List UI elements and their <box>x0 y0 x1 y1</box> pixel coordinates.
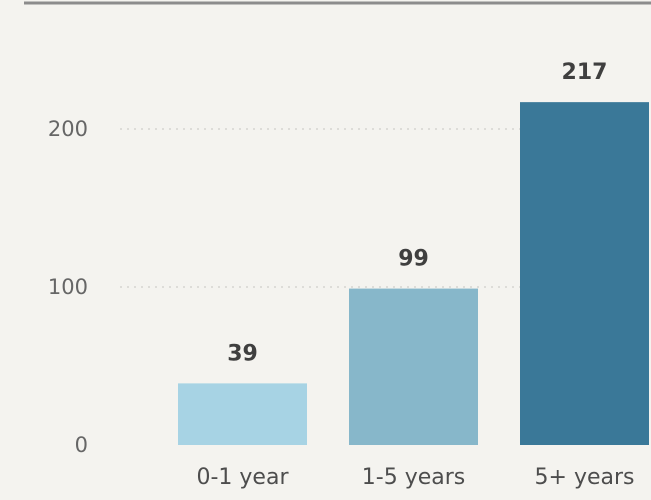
y-axis-ticks: 0 100 200 <box>48 117 88 457</box>
data-label: 217 <box>562 60 608 85</box>
bar-1-5-years <box>349 288 478 445</box>
x-category-label: 0-1 year <box>196 465 289 490</box>
x-category-label: 5+ years <box>535 465 635 490</box>
x-axis-categories: 0-1 year 1-5 years 5+ years <box>196 465 634 490</box>
data-labels: 39 99 217 <box>227 60 607 366</box>
bars <box>178 102 649 445</box>
y-tick-label: 100 <box>48 275 88 299</box>
x-category-label: 1-5 years <box>362 465 465 490</box>
y-tick-label: 0 <box>75 433 88 457</box>
bar-5-years <box>520 102 649 445</box>
y-tick-label: 200 <box>48 117 88 141</box>
data-label: 99 <box>398 247 429 272</box>
data-label: 39 <box>227 341 258 366</box>
bar-0-1-year <box>178 383 307 445</box>
